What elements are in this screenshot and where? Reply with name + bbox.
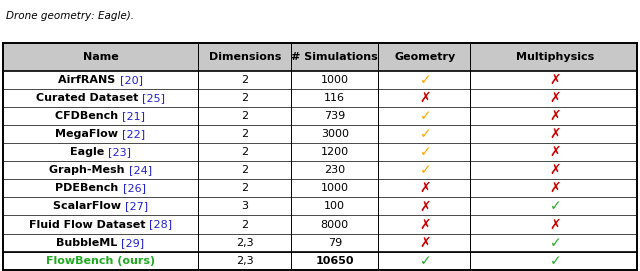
- Text: [22]: [22]: [122, 129, 145, 139]
- Text: ScalarFlow: ScalarFlow: [53, 201, 125, 211]
- Bar: [3, 234, 637, 252]
- Text: 2,3: 2,3: [236, 238, 254, 248]
- Bar: [3, 215, 637, 234]
- Text: 2: 2: [241, 93, 249, 103]
- Text: 2: 2: [241, 220, 249, 230]
- Text: ✓: ✓: [420, 73, 431, 87]
- Text: [26]: [26]: [122, 183, 145, 193]
- Bar: [3, 252, 637, 270]
- Text: ✗: ✗: [550, 109, 561, 123]
- Text: 2: 2: [241, 183, 249, 193]
- Bar: [3, 143, 637, 161]
- Text: 116: 116: [324, 93, 345, 103]
- Text: ✓: ✓: [420, 254, 431, 268]
- Text: Graph-Mesh: Graph-Mesh: [49, 165, 129, 175]
- Text: 2: 2: [241, 147, 249, 157]
- Text: 230: 230: [324, 165, 346, 175]
- Text: ✓: ✓: [550, 254, 561, 268]
- Text: [24]: [24]: [129, 165, 152, 175]
- Text: 2: 2: [241, 111, 249, 121]
- Text: Dimensions: Dimensions: [209, 52, 282, 62]
- Text: ✗: ✗: [550, 73, 561, 87]
- Text: [27]: [27]: [125, 201, 148, 211]
- Text: MegaFlow: MegaFlow: [56, 129, 122, 139]
- Text: 79: 79: [328, 238, 342, 248]
- Text: [21]: [21]: [122, 111, 145, 121]
- Text: 2: 2: [241, 75, 249, 85]
- Bar: [3, 43, 637, 71]
- Text: FlowBench (ours): FlowBench (ours): [46, 256, 155, 266]
- Text: Eagle: Eagle: [70, 147, 108, 157]
- Bar: [3, 179, 637, 197]
- Bar: [3, 107, 637, 125]
- Text: [23]: [23]: [108, 147, 131, 157]
- Bar: [3, 125, 637, 143]
- Text: AirfRANS: AirfRANS: [58, 75, 120, 85]
- Text: 2: 2: [241, 165, 249, 175]
- Text: ✗: ✗: [420, 218, 431, 231]
- Text: ✓: ✓: [420, 145, 431, 159]
- Text: ✗: ✗: [550, 91, 561, 105]
- Text: ✗: ✗: [550, 145, 561, 159]
- Text: CFDBench: CFDBench: [56, 111, 122, 121]
- Bar: [3, 71, 637, 89]
- Text: Drone geometry: Eagle).: Drone geometry: Eagle).: [6, 11, 134, 21]
- Text: ✗: ✗: [550, 127, 561, 141]
- Text: ✗: ✗: [420, 91, 431, 105]
- Text: Curated Dataset: Curated Dataset: [36, 93, 142, 103]
- Text: Name: Name: [83, 52, 118, 62]
- Text: Geometry: Geometry: [395, 52, 456, 62]
- Text: [28]: [28]: [149, 220, 172, 230]
- Text: 10650: 10650: [316, 256, 354, 266]
- Text: ✗: ✗: [550, 181, 561, 195]
- Text: 1000: 1000: [321, 183, 349, 193]
- Text: 3: 3: [242, 201, 248, 211]
- Text: [20]: [20]: [120, 75, 143, 85]
- Text: ✓: ✓: [550, 199, 561, 214]
- Text: BubbleML: BubbleML: [56, 238, 122, 248]
- Text: 2,3: 2,3: [236, 256, 254, 266]
- Text: 1200: 1200: [321, 147, 349, 157]
- Text: ✓: ✓: [550, 236, 561, 250]
- Text: ✓: ✓: [420, 109, 431, 123]
- Text: [25]: [25]: [142, 93, 165, 103]
- Text: 8000: 8000: [321, 220, 349, 230]
- Text: ✓: ✓: [420, 163, 431, 177]
- Text: 1000: 1000: [321, 75, 349, 85]
- Text: ✗: ✗: [550, 218, 561, 231]
- Text: Fluid Flow Dataset: Fluid Flow Dataset: [29, 220, 149, 230]
- Text: ✗: ✗: [420, 199, 431, 214]
- Text: ✗: ✗: [420, 236, 431, 250]
- Text: 3000: 3000: [321, 129, 349, 139]
- Bar: [3, 161, 637, 179]
- Text: ✗: ✗: [420, 181, 431, 195]
- Text: [29]: [29]: [122, 238, 145, 248]
- Text: 2: 2: [241, 129, 249, 139]
- Text: # Simulations: # Simulations: [291, 52, 378, 62]
- Text: 100: 100: [324, 201, 345, 211]
- Text: ✓: ✓: [420, 127, 431, 141]
- Bar: [3, 197, 637, 215]
- Bar: [3, 89, 637, 107]
- Text: 739: 739: [324, 111, 346, 121]
- Text: ✗: ✗: [550, 163, 561, 177]
- Text: Multiphysics: Multiphysics: [516, 52, 595, 62]
- Text: PDEBench: PDEBench: [56, 183, 122, 193]
